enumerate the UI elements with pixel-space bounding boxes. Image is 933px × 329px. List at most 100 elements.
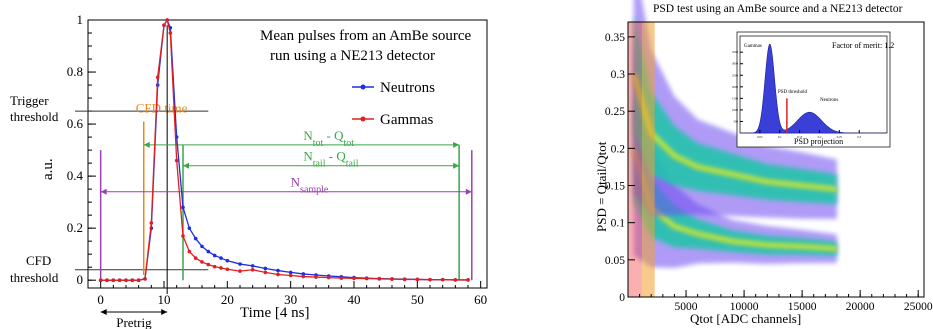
series-neutrons-point xyxy=(288,270,293,275)
inset-y-tick-label: 2500 xyxy=(732,73,739,77)
series-gammas-point xyxy=(212,264,217,269)
series-gammas-point xyxy=(453,278,458,282)
n-tail-label: Ntail - Qtail xyxy=(303,149,358,170)
pretrig-arrowhead xyxy=(161,309,168,315)
inset-factor-of-merit: Factor of merit: 1.2 xyxy=(832,41,894,50)
psd-chart: PSD test using an AmBe source and a NE21… xyxy=(594,0,933,326)
series-neutrons-point xyxy=(200,244,204,249)
psd-y-tick-label: 0.25 xyxy=(605,106,625,118)
inset-title: PSD projection xyxy=(794,137,843,146)
series-gammas-point xyxy=(339,276,344,280)
legend-neutrons-label: Neutrons xyxy=(380,80,435,96)
series-neutrons-point xyxy=(225,258,230,263)
series-gammas-point xyxy=(219,266,223,270)
series-gammas-point xyxy=(200,260,204,264)
pretrig-arrowhead xyxy=(100,309,107,315)
trigger-threshold-label: threshold xyxy=(10,109,59,124)
series-gammas-point xyxy=(206,262,211,267)
n-tot-label: Ntot - Qtot xyxy=(303,128,354,149)
inset-x-tick-label: 0.2 xyxy=(818,135,822,139)
psd-ticks: 5000 10000 15000 20000 2500000.050.10.150.20… xyxy=(605,32,933,313)
psd-y-tick-label: 0.15 xyxy=(605,181,625,193)
psd-y-tick-label: 0.3 xyxy=(611,69,626,81)
psd-y-tick-label: 0.05 xyxy=(605,255,625,267)
pulse-y-tick-label: 0 xyxy=(77,272,84,287)
inset-y-tick-label: 500 xyxy=(734,119,739,123)
psd-x-tick-label: 5000 xyxy=(675,301,698,313)
psd-title: PSD test using an AmBe source and a NE21… xyxy=(653,3,903,15)
inset-x-tick-label: 0.05 xyxy=(757,135,763,139)
psd-x-tick-label: 10000 xyxy=(730,301,759,313)
legend-gammas-label: Gammas xyxy=(380,112,433,128)
pulse-y-tick-label: 1 xyxy=(77,12,84,27)
series-gammas-point xyxy=(105,278,109,282)
pulse-y-tick-label: 0.6 xyxy=(67,116,84,131)
series-neutrons-point xyxy=(263,266,268,271)
pretrig-label: Pretrig xyxy=(116,315,152,329)
series-gammas-point xyxy=(117,278,122,282)
series-gammas-point xyxy=(187,249,192,254)
legend-gammas-marker xyxy=(360,116,366,122)
series-neutrons-point xyxy=(193,236,198,241)
inset-y-tick-label: 1000 xyxy=(732,108,739,112)
inset-neutrons-label: Neutrons xyxy=(820,98,838,103)
low-qtot-orange-region xyxy=(641,22,655,297)
inset-histogram xyxy=(740,43,887,134)
legend-neutrons-marker xyxy=(360,84,366,90)
psd-x-tick-label: 20000 xyxy=(846,301,875,313)
psd-y-tick-label: 0.1 xyxy=(611,218,626,230)
series-gammas-point xyxy=(168,31,173,35)
trigger-threshold-label: Trigger xyxy=(10,93,49,108)
series-gammas-point xyxy=(238,269,242,273)
series-gammas-point xyxy=(98,278,103,282)
psd-x-tick-label: 15000 xyxy=(788,301,817,313)
inset-y-tick-label: 2000 xyxy=(732,85,739,89)
series-gammas-point xyxy=(250,267,255,272)
psd-inset: 0.05 0.1 0.15 0.2 0.25 0.3 500 1000 1500 2000 2500… xyxy=(732,31,894,148)
series-gammas-point xyxy=(136,278,141,282)
pulse-ticks: 0 10 20 30 40 50 60 0 0.2 0.4 0.6 0.8 1 xyxy=(67,12,487,307)
series-neutrons-point xyxy=(276,268,280,273)
series-gammas-point xyxy=(193,256,198,260)
cfd-threshold-label: CFD xyxy=(26,253,51,268)
inset-x-tick-label: 0.3 xyxy=(857,135,861,139)
psd-plot-frame xyxy=(627,21,925,298)
pulse-x-tick-label: 60 xyxy=(474,292,487,307)
series-neutrons-point xyxy=(219,256,223,260)
band-neutrons-core xyxy=(631,73,838,192)
pulse-series xyxy=(98,18,470,282)
series-gammas-point xyxy=(162,23,166,28)
inset-x-tick-label: 0.15 xyxy=(797,135,803,139)
series-gammas-point xyxy=(440,277,445,282)
series-gammas-point xyxy=(155,75,160,80)
series-gammas-point xyxy=(466,278,470,282)
n-sample-label: Nsample xyxy=(291,175,329,196)
psd-y-tick-label: 0.2 xyxy=(611,143,626,155)
series-gammas-point xyxy=(174,158,179,163)
pulse-annotation-line1: Mean pulses from an AmBe source xyxy=(260,28,472,44)
inset-threshold-label: PSD threshold xyxy=(778,90,808,95)
psd-heatmap xyxy=(628,0,924,297)
series-gammas-point xyxy=(288,273,293,278)
series-gammas-point xyxy=(301,274,306,279)
n-tail-arrowhead xyxy=(183,162,189,169)
series-gammas-point xyxy=(111,278,116,282)
inset-y-tick-label: 3000 xyxy=(732,62,739,66)
series-neutrons-point xyxy=(206,249,211,254)
low-qtot-red-region xyxy=(628,22,642,297)
series-neutrons-point xyxy=(187,226,192,230)
inset-y-tick-label: 1500 xyxy=(732,96,739,100)
pulse-y-tick-label: 0.4 xyxy=(67,168,84,183)
inset-x-tick-label: 0.1 xyxy=(778,135,782,139)
n-tot-arrowhead xyxy=(453,141,460,148)
series-gammas-point xyxy=(124,278,128,282)
series-gammas-point xyxy=(428,277,432,282)
n-tail-arrowhead xyxy=(453,162,460,169)
pulse-x-tick-label: 30 xyxy=(284,292,297,307)
series-gammas-point xyxy=(364,276,369,281)
pulse-annotation-line2: run using a NE213 detector xyxy=(270,48,435,64)
pulse-x-tick-label: 50 xyxy=(411,292,424,307)
series-gammas-point xyxy=(352,276,356,281)
series-gammas-point xyxy=(149,221,154,225)
